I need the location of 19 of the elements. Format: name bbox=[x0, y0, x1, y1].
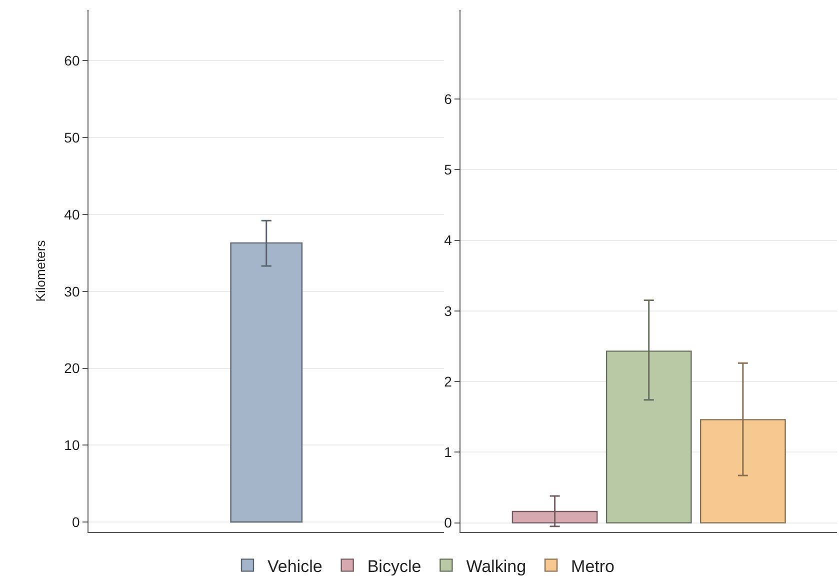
legend-label: Vehicle bbox=[268, 556, 322, 576]
y-tick-label: 30 bbox=[64, 283, 80, 300]
y-tick-label: 0 bbox=[444, 514, 452, 531]
y-tick-label: 60 bbox=[64, 52, 80, 69]
y-tick-label: 3 bbox=[444, 302, 452, 319]
y-tick-label: 20 bbox=[64, 360, 80, 376]
y-tick-label: 10 bbox=[64, 437, 80, 454]
y-tick-label: 40 bbox=[64, 206, 80, 222]
y-tick-label: 4 bbox=[444, 232, 452, 248]
legend-label: Bicycle bbox=[367, 556, 422, 576]
legend-label: Walking bbox=[466, 556, 526, 576]
y-tick-label: 6 bbox=[444, 90, 452, 107]
y-tick-label: 50 bbox=[64, 130, 80, 146]
y-tick-label: 2 bbox=[444, 373, 452, 390]
y-tick-label: 1 bbox=[444, 444, 452, 460]
y-tick-label: 5 bbox=[444, 162, 452, 178]
y-tick-label: 0 bbox=[72, 514, 80, 530]
legend-label: Metro bbox=[571, 556, 614, 576]
y-axis-title: Kilometers bbox=[33, 240, 48, 302]
